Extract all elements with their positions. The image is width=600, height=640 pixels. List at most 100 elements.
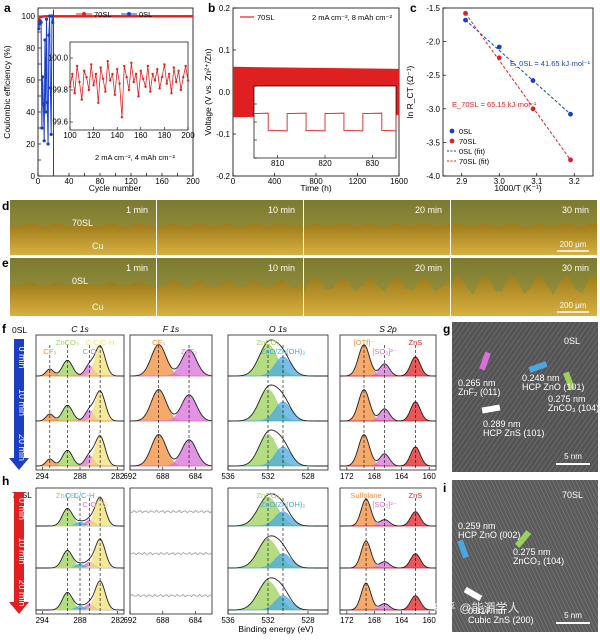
- xps-peak-label: C-C/C-H: [66, 491, 95, 500]
- xps-envelope: [340, 498, 437, 527]
- xps-x-tick-label: 168: [368, 616, 382, 625]
- x-tick-label: 1200: [349, 177, 367, 186]
- xps-peak-label: ZnCO₃: [256, 491, 279, 500]
- xps-peak-label: ZnO/Zn(OH)₂: [261, 347, 306, 356]
- tem-label-spacing-3: 0.289 nm: [483, 419, 521, 429]
- y-tick-label: 0.0: [219, 88, 231, 97]
- series-0sl-point: [41, 102, 46, 106]
- inset-x-tick-label: 160: [134, 131, 148, 140]
- inset-series-point: [120, 116, 124, 119]
- x-tick-label: 80: [96, 177, 105, 186]
- micrograph-time-1: 10 min: [268, 263, 295, 273]
- point-0SL: [568, 111, 573, 117]
- inset-x-tick-label: 830: [366, 159, 380, 168]
- inset-series-point: [175, 80, 178, 84]
- panel-d-micrographs: d 1 min 70SL Cu 10 min 20 min 30 min 200 μm: [2, 199, 597, 255]
- panel-b-ylabel: Voltage (V vs. Zn²⁺/Zn): [203, 48, 213, 135]
- panel-b-annotation: 2 mA cm⁻², 8 mAh cm⁻²: [312, 13, 393, 22]
- xps-x-tick-label: 536: [221, 472, 235, 481]
- x-tick-label: 800: [309, 177, 323, 186]
- xps-peak-label: ZnO/Zn(OH)₂: [261, 500, 306, 509]
- inset-series-point: [130, 61, 133, 64]
- sputter-arrow-head: [9, 458, 29, 470]
- xps-region-title-0: C 1s: [71, 324, 89, 334]
- series-0sl-point: [50, 14, 54, 18]
- tem-g-scale: 5 nm: [564, 452, 582, 461]
- inset-series-point: [106, 60, 109, 63]
- inset-series-point: [167, 72, 171, 76]
- panel-c-chart: c 2.9 3.0 3.1 3.2 -4.0 -3.5 -3.0 -2.5 -2.0 -1.5 1…: [405, 1, 594, 193]
- micrograph-cu-layer-0: [10, 282, 156, 316]
- xps-peak-label: C-O: [83, 347, 97, 356]
- legend-c-0sl-fit: 0SL (fit): [459, 147, 485, 156]
- tem-label-phase-0: HCP ZnO (002): [458, 530, 520, 540]
- xps-peak-label: [SO₃]²⁻: [372, 500, 397, 509]
- series-0sl-point: [41, 75, 45, 79]
- y-tick-label: -2.0: [426, 38, 440, 47]
- inset-series-point: [156, 68, 159, 71]
- xps-x-tick-label: 164: [395, 616, 409, 625]
- xps-x-tick-label: 536: [221, 616, 235, 625]
- sputter-arrow-head: [9, 602, 29, 614]
- series-0sl-point: [44, 110, 48, 114]
- legend-70sl-label: 70SL: [94, 10, 112, 19]
- y-tick-label: 0.2: [219, 4, 231, 13]
- xps-x-tick-label: 528: [301, 616, 315, 625]
- tem-g-sample: 0SL: [564, 336, 580, 346]
- xps-frame-1: [129, 487, 213, 615]
- legend-c-0sl: 0SL: [459, 127, 472, 136]
- xps-envelope: [35, 390, 125, 422]
- xps-x-tick-label: 164: [395, 472, 409, 481]
- panel-a-legend: 70SL 0SL: [76, 10, 152, 19]
- inset-series-point: [125, 76, 128, 79]
- micrograph-cu-layer-3: [451, 273, 597, 316]
- x-tick-label: 160: [155, 177, 169, 186]
- panel-a-ylabel: Coulombic efficiency (%): [2, 45, 12, 139]
- x-tick-label: 3.1: [531, 177, 543, 186]
- xps-x-tick-label: 528: [301, 472, 315, 481]
- series-0sl-point: [40, 126, 44, 130]
- micrograph-time-1: 10 min: [268, 205, 295, 215]
- inset-x-tick-label: 180: [158, 131, 172, 140]
- panel-c-marks: [463, 10, 573, 163]
- xps-x-tick-label: 692: [123, 472, 137, 481]
- xps-x-tick-label: 294: [36, 472, 50, 481]
- inset-series-point: [139, 69, 142, 73]
- tem-g-image: [452, 322, 598, 472]
- xps-peak-label: C-C/C-H: [86, 338, 115, 347]
- xps-x-tick-label: 160: [422, 616, 436, 625]
- y-tick-label: 0: [31, 172, 36, 181]
- inset-series-point: [184, 64, 187, 68]
- x-tick-label: 0: [36, 177, 41, 186]
- y-tick-label: -3.5: [426, 138, 440, 147]
- inset-series-point: [153, 79, 157, 82]
- panel-c-e0sl: E_0SL = 41.65 kJ·mol⁻¹: [510, 59, 591, 68]
- xps-peak-label: [OTf]⁻: [354, 338, 375, 347]
- micrograph-time-2: 20 min: [415, 205, 442, 215]
- sputter-time-0: 0 min: [17, 498, 27, 520]
- xps-peak-label: ZnS: [409, 491, 423, 500]
- panel-b-ticks: 0 400 800 1200 1600 -0.2 -0.1 0.0 0.1 0.2: [216, 4, 408, 186]
- series-0sl-point: [46, 142, 50, 146]
- panel-a-inset: 100 120 140 160 180 200 99.6 99.8 100.0: [48, 54, 195, 141]
- xps-envelope: [129, 389, 213, 422]
- inset-x-tick-label: 100: [63, 131, 77, 140]
- inset-series-point: [182, 76, 185, 79]
- inset-series-point: [132, 80, 135, 84]
- fit-line-0SL: [465, 19, 571, 115]
- xps-noise-trace: [129, 509, 213, 514]
- inset-series-point: [85, 76, 88, 79]
- tem-label-spacing-1: 0.275 nm: [513, 547, 551, 557]
- panel-a-marks: [37, 9, 194, 176]
- x-tick-label: 40: [65, 177, 74, 186]
- tem-label-phase-1: HCP ZnO (101): [522, 382, 584, 392]
- point-0SL: [530, 78, 536, 83]
- panel-c-frame: [442, 7, 594, 177]
- panel-letter-a: a: [4, 1, 11, 15]
- panel-a-annotation: 2 mA cm⁻², 4 mAh cm⁻²: [95, 153, 176, 162]
- series-70sl-point: [190, 14, 194, 18]
- panel-letter-f: f: [2, 322, 7, 336]
- legend-c-70sl-marker: [449, 138, 455, 144]
- panel-letter-h: h: [2, 474, 9, 488]
- sputter-time-1: 10 min: [17, 389, 27, 416]
